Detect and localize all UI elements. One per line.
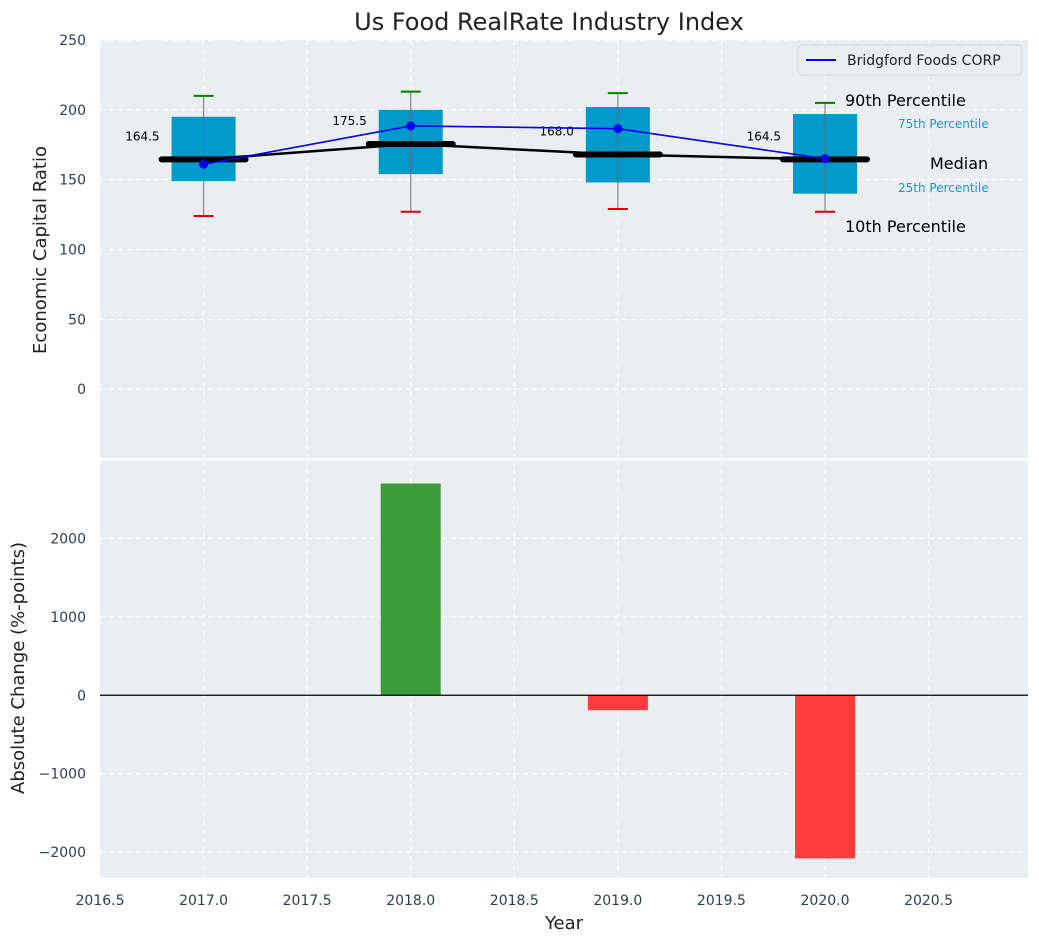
median-value-label: 168.0: [539, 125, 573, 139]
change-bar: [380, 483, 441, 696]
company-series-point: [820, 154, 830, 164]
top-y-tick-label: 200: [59, 103, 86, 119]
x-tick-label: 2020.5: [904, 893, 953, 909]
key-label-median: Median: [930, 154, 988, 173]
bottom-y-tick-label: −1000: [39, 767, 86, 783]
median-trend-line: [203, 142, 826, 161]
x-axis-label: Year: [544, 913, 584, 934]
change-bar: [587, 695, 648, 711]
top-y-axis-label: Economic Capital Ratio: [30, 146, 51, 354]
x-tick-label: 2019.0: [593, 893, 642, 909]
top-y-tick-label: 150: [59, 173, 86, 189]
key-label-p90: 90th Percentile: [845, 91, 966, 110]
x-tick-label: 2018.0: [386, 893, 435, 909]
top-y-tick-label: 250: [59, 33, 86, 49]
bottom-y-tick-label: −2000: [39, 845, 86, 861]
x-tick-label: 2016.5: [76, 893, 125, 909]
top-panel: 0 50 100 150 200 250 164.5 175.5 168.0 164.5 90th …: [59, 33, 1028, 459]
bottom-panel: −2000 −1000 0 1000 2000 2016.5 2017.0 2017.5 201…: [39, 458, 1028, 909]
bottom-y-tick-label: 2000: [50, 531, 86, 547]
median-value-label: 164.5: [125, 129, 159, 143]
x-tick-label: 2017.5: [283, 893, 332, 909]
top-y-tick-label: 100: [59, 243, 86, 259]
legend-box: [797, 44, 1023, 76]
median-value-label: 175.5: [332, 114, 366, 128]
x-tick-label: 2018.5: [490, 893, 539, 909]
key-label-p75: 75th Percentile: [898, 117, 989, 131]
top-y-tick-label: 0: [77, 382, 86, 398]
change-bar: [795, 695, 855, 859]
bottom-y-tick-label: 0: [77, 688, 86, 704]
company-series-point: [613, 124, 623, 134]
bottom-plot-background: [100, 460, 1028, 878]
chart-title: Us Food RealRate Industry Index: [354, 8, 744, 36]
company-series-point: [199, 159, 209, 169]
median-value-label: 164.5: [747, 129, 781, 143]
company-series-line: [203, 125, 826, 166]
x-tick-label: 2020.0: [801, 893, 850, 909]
x-tick-label: 2017.0: [179, 893, 228, 909]
key-label-p10: 10th Percentile: [845, 217, 966, 236]
legend-label: Bridgford Foods CORP: [847, 53, 1001, 69]
legend: Bridgford Foods CORP: [797, 44, 1023, 76]
top-y-tick-label: 50: [68, 312, 86, 328]
company-series-point: [406, 121, 416, 131]
key-label-p25: 25th Percentile: [898, 181, 989, 195]
x-tick-label: 2019.5: [697, 893, 746, 909]
bottom-y-axis-label: Absolute Change (%-points): [8, 542, 29, 794]
bottom-y-tick-label: 1000: [50, 610, 86, 626]
